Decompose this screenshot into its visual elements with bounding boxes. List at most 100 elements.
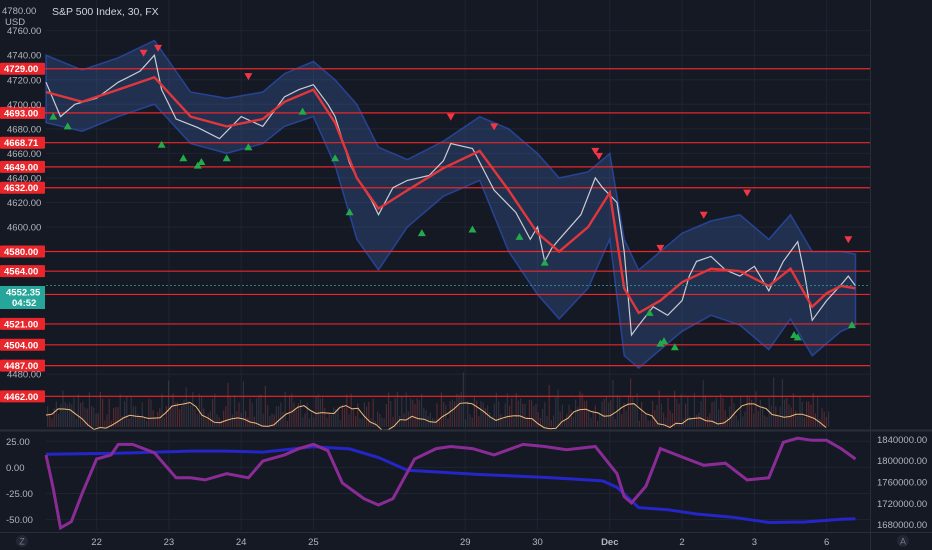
level-label: 4632.00	[4, 183, 38, 194]
volume-bar	[339, 420, 341, 427]
zoom-icon[interactable]: Z	[19, 537, 25, 547]
volume-bar	[271, 413, 273, 427]
current-price-tag	[0, 286, 45, 309]
time-tick-label: 3	[752, 537, 757, 548]
volume-bar	[533, 405, 535, 427]
volume-bar	[478, 416, 480, 427]
volume-bar	[143, 417, 145, 427]
volume-bar	[328, 414, 330, 427]
volume-bar	[106, 414, 108, 427]
volume-bar	[201, 396, 203, 427]
volume-bar	[570, 409, 572, 427]
volume-bar	[95, 413, 97, 427]
volume-bar	[819, 419, 821, 427]
volume-bar	[737, 420, 739, 427]
volume-bar	[544, 402, 546, 427]
volume-bar	[69, 402, 71, 427]
auto-scale-icon[interactable]: A	[900, 537, 906, 547]
volume-bar	[168, 380, 170, 427]
time-tick-label: 2	[679, 537, 684, 548]
volume-bar	[99, 391, 101, 427]
sell-signal	[446, 113, 455, 121]
volume-bar	[53, 408, 55, 427]
volume-bar	[315, 396, 317, 427]
volume-bar	[480, 400, 482, 427]
volume-bar	[115, 407, 117, 427]
volume-bar	[522, 403, 524, 427]
volume-bar	[88, 392, 90, 427]
bottom-axis-buttons: Z A	[16, 535, 909, 547]
level-tag	[0, 181, 45, 194]
time-tick-label: 6	[824, 537, 829, 548]
volume-bar	[128, 418, 130, 427]
volume-bar	[192, 392, 194, 427]
volume-bar	[691, 419, 693, 427]
volume-bar	[502, 418, 504, 427]
volume-bar	[795, 410, 797, 427]
volume-bar	[561, 404, 563, 427]
auto-scale-button-bg[interactable]	[897, 535, 909, 547]
volume-bar	[764, 415, 766, 427]
volume-bar	[665, 417, 667, 427]
level-tag	[0, 265, 45, 278]
volume-bar	[429, 412, 431, 427]
volume-bar	[526, 416, 528, 427]
volume-bar	[247, 417, 249, 427]
price-tick-label: 4700.00	[7, 100, 41, 111]
volume-bar	[735, 415, 737, 427]
volume-bar	[385, 404, 387, 427]
volume-bar	[740, 396, 742, 427]
volume-bar	[799, 397, 801, 427]
volume-bar	[577, 406, 579, 427]
volume-bar	[313, 417, 315, 427]
volume-bar	[755, 391, 757, 427]
volume-bar	[425, 410, 427, 427]
buy-signal	[645, 308, 654, 316]
volume-bar	[234, 395, 236, 427]
sell-signal	[699, 211, 708, 219]
volume-bar	[792, 393, 794, 427]
volume-bar	[207, 413, 209, 427]
volume-axis-tick-label: 1720000.00	[877, 499, 927, 510]
volume-bar	[652, 400, 654, 427]
volume-bar	[623, 402, 625, 427]
volume-bar	[324, 408, 326, 427]
volume-bar	[821, 408, 823, 427]
volume-bar	[456, 393, 458, 427]
volume-bar	[458, 394, 460, 427]
time-tick-label: 30	[532, 537, 543, 548]
sell-signal	[844, 236, 853, 244]
volume-bar	[172, 393, 174, 427]
volume-bar	[612, 379, 614, 427]
volume-bar	[680, 394, 682, 427]
volume-bar	[500, 414, 502, 427]
volume-bar	[82, 401, 84, 427]
volume-bar	[729, 406, 731, 427]
oscillator-pane: 25.00 0.00 -25.00 -50.00 1840000.00 1800000.0…	[6, 435, 927, 531]
buy-signal	[63, 122, 72, 130]
moving-average-line	[45, 75, 856, 315]
volume-bar	[304, 413, 306, 427]
volume-bar	[55, 401, 57, 427]
grid	[46, 0, 870, 530]
volume-bar	[674, 390, 676, 427]
volume-bar	[513, 418, 515, 427]
sell-signal	[743, 189, 752, 197]
volume-bar	[436, 403, 438, 427]
volume-bar	[469, 414, 471, 427]
volume-bar	[539, 418, 541, 427]
buy-signal	[157, 140, 166, 148]
volume-bar	[350, 393, 352, 427]
volume-bar	[627, 395, 629, 427]
level-tag	[0, 106, 45, 119]
volume-bar	[377, 411, 379, 427]
volume-bar	[676, 398, 678, 427]
volume-bar	[700, 401, 702, 427]
scale-left-button-bg[interactable]	[16, 535, 28, 547]
price-tick-label: 4660.00	[7, 149, 41, 160]
volume-bar	[590, 417, 592, 427]
volume-bar	[707, 416, 709, 427]
volume-bar	[97, 412, 99, 427]
volume-bar	[258, 395, 260, 427]
